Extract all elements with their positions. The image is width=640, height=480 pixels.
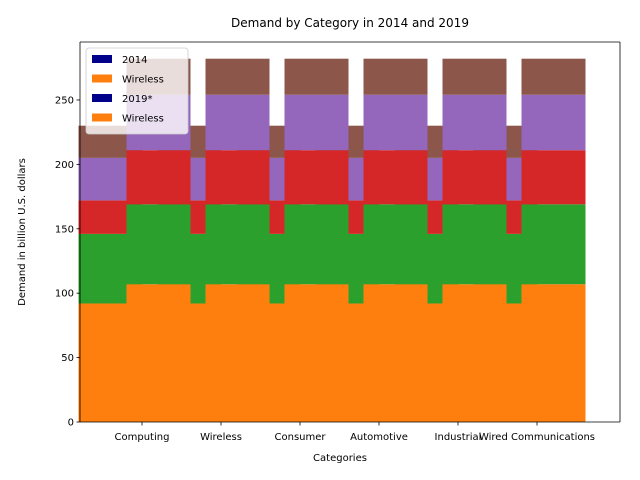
axes-frame bbox=[79, 41, 621, 423]
bar-2019-wired-communications-segment-0 bbox=[521, 284, 586, 422]
bar-2019-industrial-segment-0 bbox=[442, 284, 507, 422]
y-tick-label: 0 bbox=[68, 418, 74, 429]
y-tick-label: 250 bbox=[55, 95, 74, 106]
y-tick-label: 200 bbox=[55, 160, 74, 171]
legend-label: Wireless bbox=[122, 114, 164, 125]
x-tick-label: Consumer bbox=[275, 432, 327, 443]
bar-2019-consumer-segment-0 bbox=[284, 284, 349, 422]
legend: 2014 Wireless 2019* Wireless bbox=[85, 47, 189, 135]
bar-2019-automotive-segment-0 bbox=[363, 284, 428, 422]
x-axis-label: Categories bbox=[313, 453, 367, 464]
bar-2019-computing-segment-2 bbox=[126, 150, 191, 205]
bar-2019-wireless-segment-0 bbox=[205, 284, 270, 422]
bar-2019-consumer-segment-3 bbox=[284, 94, 349, 151]
bar-2019-industrial-segment-3 bbox=[442, 94, 507, 151]
legend-swatch bbox=[92, 55, 112, 63]
legend-label: 2014 bbox=[122, 55, 147, 66]
x-tick-label: Industrial bbox=[435, 432, 482, 443]
y-axis-label: Demand in billion U.S. dollars bbox=[17, 158, 28, 306]
bar-2019-automotive-segment-1 bbox=[363, 204, 428, 285]
legend-label: Wireless bbox=[122, 75, 164, 86]
x-tick-label: Wireless bbox=[200, 432, 242, 443]
bar-2019-consumer-segment-1 bbox=[284, 204, 349, 285]
bar-2019-wireless-segment-3 bbox=[205, 94, 270, 151]
bar-2019-wireless-segment-4 bbox=[205, 58, 270, 95]
y-tick-label: 50 bbox=[61, 353, 74, 364]
bar-2019-automotive-segment-2 bbox=[363, 150, 428, 205]
bar-2019-industrial-segment-2 bbox=[442, 150, 507, 205]
x-tick-label: Automotive bbox=[350, 432, 408, 443]
y-ticks: 0 50 100 150 200 250 bbox=[55, 95, 80, 429]
bar-2019-wired-communications-segment-4 bbox=[521, 58, 586, 95]
legend-swatch bbox=[92, 94, 112, 102]
x-tick-label: Wired Communications bbox=[479, 432, 595, 443]
legend-swatch bbox=[92, 74, 112, 83]
bar-2019-industrial-segment-4 bbox=[442, 58, 507, 95]
x-tick-label: Computing bbox=[115, 432, 170, 443]
bar-2019-consumer-segment-4 bbox=[284, 58, 349, 95]
bars-layer bbox=[78, 58, 586, 422]
bar-2019-wireless-segment-1 bbox=[205, 204, 270, 285]
legend-box bbox=[85, 47, 189, 135]
bar-2019-wired-communications-segment-2 bbox=[521, 150, 586, 205]
bar-2019-automotive-segment-4 bbox=[363, 58, 428, 95]
bar-2019-computing-segment-0 bbox=[126, 284, 191, 422]
bar-2019-automotive-segment-3 bbox=[363, 94, 428, 151]
x-ticks: Computing Wireless Consumer Automotive Indus… bbox=[115, 422, 595, 443]
chart-title: Demand by Category in 2014 and 2019 bbox=[231, 16, 469, 30]
bar-2019-industrial-segment-1 bbox=[442, 204, 507, 285]
y-tick-label: 100 bbox=[55, 289, 74, 300]
bar-2019-computing-segment-1 bbox=[126, 204, 191, 285]
bar-2019-wired-communications-segment-3 bbox=[521, 94, 586, 151]
bar-2019-consumer-segment-2 bbox=[284, 150, 349, 205]
legend-swatch bbox=[92, 113, 112, 122]
bar-2019-wireless-segment-2 bbox=[205, 150, 270, 205]
y-tick-label: 150 bbox=[55, 224, 74, 235]
bar-2019-wired-communications-segment-1 bbox=[521, 204, 586, 285]
legend-label: 2019* bbox=[122, 94, 152, 105]
